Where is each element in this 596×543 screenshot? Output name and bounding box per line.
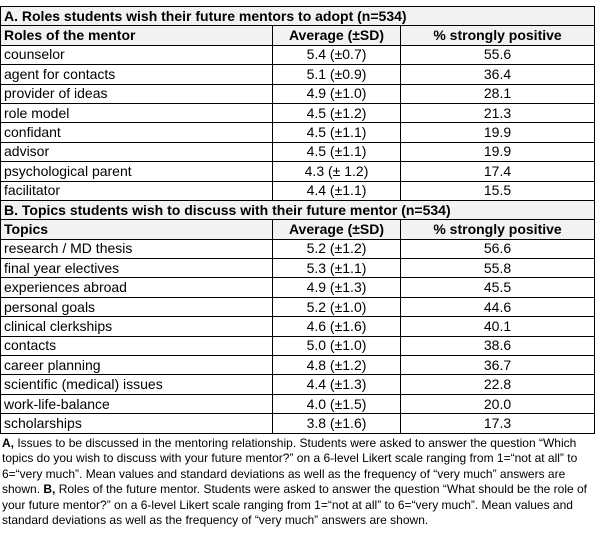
table-cell: 4.3 (± 1.2) [272, 161, 401, 182]
table-cell: 4.9 (±1.0) [272, 83, 401, 104]
table-row: final year electives 5.3 (±1.1) 55.8 [0, 258, 596, 279]
table-cell: 4.0 (±1.5) [272, 393, 401, 415]
table-cell: 5.2 (±1.0) [272, 296, 401, 318]
table-cell: confidant [0, 122, 273, 143]
table-row: research / MD thesis 5.2 (±1.2) 56.6 [0, 238, 596, 260]
footnote-text: Roles of the future mentor. Students wer… [2, 482, 587, 528]
table-row: facilitator 4.4 (±1.1) 15.5 [0, 180, 596, 201]
table-row: confidant 4.5 (±1.1) 19.9 [0, 122, 596, 143]
table-cell: 17.3 [399, 413, 596, 434]
header-row: Roles of the mentor Average (±SD)% strong… [0, 25, 596, 46]
table-cell: final year electives [0, 258, 273, 279]
section-title-row: B. Topics students wish to discuss with … [0, 199, 596, 221]
table-row: role model 4.5 (±1.2) 21.3 [0, 102, 596, 124]
table-cell: 4.8 (±1.2) [272, 355, 401, 376]
table-cell: agent for contacts [0, 64, 273, 85]
table-cell: 4.5 (±1.1) [272, 122, 401, 143]
table-cell: facilitator [0, 180, 273, 201]
table-cell: provider of ideas [0, 83, 273, 104]
table-cell: psychological parent [0, 161, 273, 182]
column-header: Topics [0, 219, 273, 240]
table-cell: contacts [0, 335, 273, 357]
table-cell: 55.6 [399, 44, 596, 66]
section-title: B. Topics students wish to discuss with … [0, 199, 596, 221]
header-row: Topics Average (±SD)% strongly positive [0, 219, 596, 240]
column-header: Average (±SD) [272, 25, 401, 46]
table-cell: counselor [0, 44, 273, 66]
column-header: % strongly positive [399, 25, 596, 46]
table-row: contacts 5.0 (±1.0) 38.6 [0, 335, 596, 357]
footnote-label: B, [43, 482, 56, 497]
table-cell: 4.4 (±1.1) [272, 180, 401, 201]
table-cell: 40.1 [399, 316, 596, 337]
table-cell: 38.6 [399, 335, 596, 357]
table-row: career planning 4.8 (±1.2) 36.7 [0, 355, 596, 376]
table-row: scholarships 3.8 (±1.6) 17.3 [0, 413, 596, 434]
table-cell: 36.4 [399, 64, 596, 85]
table-cell: 4.5 (±1.1) [272, 141, 401, 163]
results-table: A. Roles students wish their future ment… [0, 5, 596, 434]
table-cell: 5.3 (±1.1) [272, 258, 401, 279]
table-cell: 19.9 [399, 122, 596, 143]
table-cell: 28.1 [399, 83, 596, 104]
table-cell: 4.5 (±1.2) [272, 102, 401, 124]
table-cell: 5.4 (±0.7) [272, 44, 401, 66]
table-row: agent for contacts 5.1 (±0.9) 36.4 [0, 64, 596, 85]
table-cell: 4.9 (±1.3) [272, 277, 401, 298]
table-cell: 5.1 (±0.9) [272, 64, 401, 85]
table-cell: 4.6 (±1.6) [272, 316, 401, 337]
table-row: advisor 4.5 (±1.1) 19.9 [0, 141, 596, 163]
table-cell: career planning [0, 355, 273, 376]
table-cell: research / MD thesis [0, 238, 273, 260]
table-cell: advisor [0, 141, 273, 163]
table-cell: 21.3 [399, 102, 596, 124]
table-row: clinical clerkships 4.6 (±1.6) 40.1 [0, 316, 596, 337]
table-row: personal goals 5.2 (±1.0) 44.6 [0, 296, 596, 318]
table-cell: 5.2 (±1.2) [272, 238, 401, 260]
table-cell: 19.9 [399, 141, 596, 163]
footnote-text: Issues to be discussed in the mentoring … [2, 436, 578, 497]
table-cell: 44.6 [399, 296, 596, 318]
table-row: experiences abroad 4.9 (±1.3) 45.5 [0, 277, 596, 298]
table-cell: 20.0 [399, 393, 596, 415]
footnote: A, Issues to be discussed in the mentori… [2, 436, 592, 528]
table-cell: 45.5 [399, 277, 596, 298]
table-cell: scholarships [0, 413, 273, 434]
column-header: Average (±SD) [272, 219, 401, 240]
table-cell: 17.4 [399, 161, 596, 182]
table-cell: 5.0 (±1.0) [272, 335, 401, 357]
column-header: Roles of the mentor [0, 25, 273, 46]
table-cell: 15.5 [399, 180, 596, 201]
footnote-label: A, [2, 436, 14, 450]
section-title-row: A. Roles students wish their future ment… [0, 5, 596, 27]
table-cell: scientific (medical) issues [0, 374, 273, 395]
table-cell: 55.8 [399, 258, 596, 279]
table-row: scientific (medical) issues 4.4 (±1.3) 22.… [0, 374, 596, 395]
section-title: A. Roles students wish their future ment… [0, 5, 596, 27]
table-cell: 3.8 (±1.6) [272, 413, 401, 434]
table-cell: 22.8 [399, 374, 596, 395]
table-row: counselor 5.4 (±0.7) 55.6 [0, 44, 596, 66]
table-cell: 56.6 [399, 238, 596, 260]
column-header: % strongly positive [399, 219, 596, 240]
table-row: provider of ideas 4.9 (±1.0) 28.1 [0, 83, 596, 104]
table-row: work-life-balance 4.0 (±1.5) 20.0 [0, 393, 596, 415]
table-cell: clinical clerkships [0, 316, 273, 337]
table-cell: work-life-balance [0, 393, 273, 415]
table-cell: role model [0, 102, 273, 124]
table-cell: 4.4 (±1.3) [272, 374, 401, 395]
table-cell: personal goals [0, 296, 273, 318]
table-row: psychological parent 4.3 (± 1.2) 17.4 [0, 161, 596, 182]
table-cell: experiences abroad [0, 277, 273, 298]
table-cell: 36.7 [399, 355, 596, 376]
